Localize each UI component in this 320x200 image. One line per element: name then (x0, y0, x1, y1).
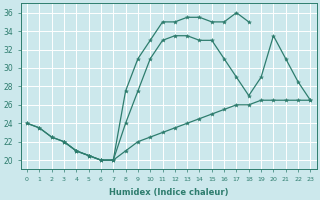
X-axis label: Humidex (Indice chaleur): Humidex (Indice chaleur) (109, 188, 228, 197)
